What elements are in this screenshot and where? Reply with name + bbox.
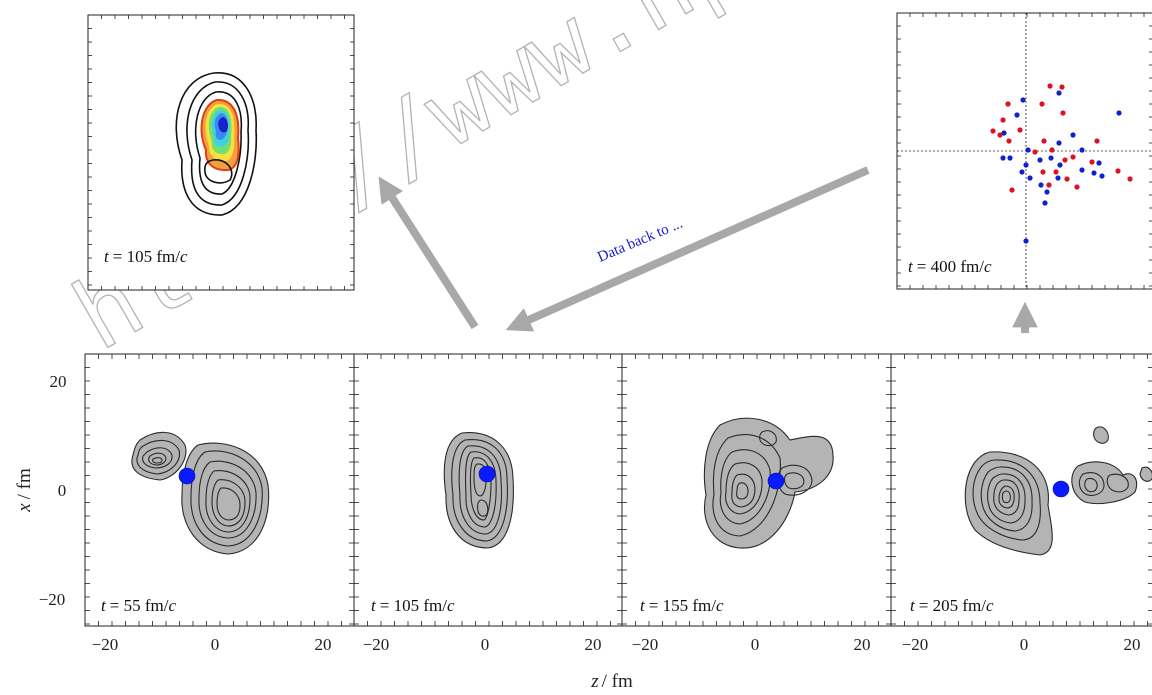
blue-particle <box>1055 175 1061 181</box>
red-particle <box>1115 168 1121 174</box>
bottom-panels: t = 55 fm/c t = 105 fm/c t = 155 fm/c t = 20… <box>84 353 1152 627</box>
x-tick-label: −20 <box>92 635 119 654</box>
panel-4-contours <box>964 426 1152 556</box>
x-tick-label: 20 <box>1124 635 1141 654</box>
x-tick-label: 0 <box>751 635 760 654</box>
y-tick-label: 0 <box>58 481 67 500</box>
x-tick-labels: −20 0 20 −20 0 20 −20 0 20 −20 0 20 <box>92 635 1141 654</box>
blue-particle <box>1079 147 1085 153</box>
blue-particle <box>1070 132 1076 138</box>
blue-particle <box>1023 238 1029 244</box>
inset-left: t = 105 fm/c <box>87 14 355 291</box>
blue-particle <box>1007 155 1013 161</box>
blue-particle <box>1096 160 1102 166</box>
blue-particle <box>1091 170 1097 176</box>
red-particle <box>1039 101 1045 107</box>
panel-1-contours <box>131 431 270 555</box>
red-particle <box>1017 127 1023 133</box>
inset-right: t = 400 fm/c <box>896 12 1152 290</box>
blue-particle <box>1027 175 1033 181</box>
red-particle <box>1060 110 1066 116</box>
x-tick-label: 0 <box>211 635 220 654</box>
y-tick-label: 20 <box>50 372 67 391</box>
x-tick-label: −20 <box>632 635 659 654</box>
blue-particle <box>1019 169 1025 175</box>
panel-3-marker <box>767 472 785 490</box>
y-axis-title: x/ fm <box>14 468 35 513</box>
red-particle <box>1000 117 1006 123</box>
red-particle <box>1046 182 1052 188</box>
inset-left-ticks <box>88 15 354 290</box>
y-tick-label: −20 <box>39 590 66 609</box>
panel-1-marker <box>178 467 196 485</box>
x-tick-label: 0 <box>1020 635 1029 654</box>
inset-left-time-label: t = 105 fm/c <box>104 247 188 266</box>
panel-2-time-label: t = 105 fm/c <box>371 596 455 615</box>
panel-4-marker <box>1052 480 1070 498</box>
particle-points <box>990 83 1133 244</box>
blue-particle <box>1044 189 1050 195</box>
blue-particle <box>1001 130 1007 136</box>
inset-right-time-label: t = 400 fm/c <box>908 257 992 276</box>
x-tick-label: −20 <box>902 635 929 654</box>
red-particle <box>1094 138 1100 144</box>
panel-4-frame <box>890 353 1152 627</box>
arrow-data-back <box>505 166 870 332</box>
red-particle <box>1089 159 1095 165</box>
red-particle <box>990 128 996 134</box>
x-tick-label: 20 <box>854 635 871 654</box>
red-particle <box>1032 149 1038 155</box>
blue-particle <box>1037 157 1043 163</box>
red-particle <box>1053 169 1059 175</box>
red-particle <box>1070 154 1076 160</box>
red-particle <box>1006 138 1012 144</box>
x-axis-title: z / fm <box>590 671 633 692</box>
x-tick-label: −20 <box>363 635 390 654</box>
blue-particle <box>1042 200 1048 206</box>
x-tick-label: 20 <box>315 635 332 654</box>
blue-particle <box>1014 112 1020 118</box>
red-particle <box>997 132 1003 138</box>
panel-3-time-label: t = 155 fm/c <box>640 596 724 615</box>
x-tick-label: 0 <box>481 635 490 654</box>
x-tick-label: 20 <box>585 635 602 654</box>
red-particle <box>1040 169 1046 175</box>
blue-particle <box>1038 182 1044 188</box>
blue-particle <box>1025 147 1031 153</box>
blue-particle <box>1116 110 1122 116</box>
arrow-to-inset <box>378 176 479 330</box>
red-particle <box>1074 184 1080 190</box>
blue-particle <box>1056 140 1062 146</box>
panel-4-time-label: t = 205 fm/c <box>910 596 994 615</box>
panel-1-time-label: t = 55 fm/c <box>101 596 176 615</box>
blue-particle <box>1056 90 1062 96</box>
red-particle <box>1064 176 1070 182</box>
red-particle <box>1005 101 1011 107</box>
red-particle <box>1009 187 1015 193</box>
panel-2-contours <box>443 432 514 549</box>
red-particle <box>1127 176 1133 182</box>
blue-particle <box>1099 173 1105 179</box>
blue-particle <box>1023 162 1029 168</box>
red-particle <box>1047 83 1053 89</box>
inset-left-contours <box>175 72 258 216</box>
red-particle <box>1041 138 1047 144</box>
panel-2-marker <box>478 465 496 483</box>
red-particle <box>1062 157 1068 163</box>
blue-particle <box>1020 97 1026 103</box>
red-particle <box>1049 147 1055 153</box>
blue-particle <box>1079 167 1085 173</box>
blue-particle <box>1048 155 1054 161</box>
red-particle <box>1059 84 1065 90</box>
blue-particle <box>1057 162 1063 168</box>
blue-particle <box>1000 155 1006 161</box>
